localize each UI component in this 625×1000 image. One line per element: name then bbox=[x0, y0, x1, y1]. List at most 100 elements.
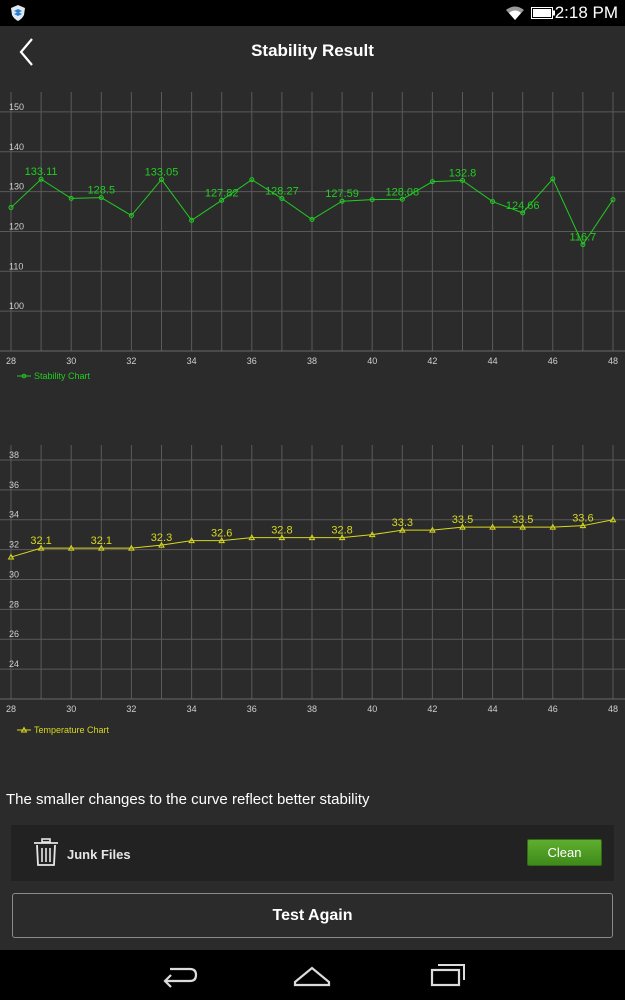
temperature-point bbox=[128, 544, 135, 551]
temperature-data-label: 32.6 bbox=[211, 528, 232, 540]
temperature-x-tick-label: 48 bbox=[608, 704, 618, 714]
stability-x-tick-label: 30 bbox=[66, 356, 76, 366]
junk-files-label: Junk Files bbox=[67, 847, 131, 862]
stability-x-tick-label: 42 bbox=[427, 356, 437, 366]
stability-point bbox=[8, 205, 14, 211]
stability-y-tick-label: 140 bbox=[9, 142, 24, 152]
temperature-point bbox=[368, 531, 376, 538]
temperature-legend: Temperature Chart bbox=[17, 725, 110, 735]
temperature-x-tick-label: 42 bbox=[427, 704, 437, 714]
temperature-data-label: 32.1 bbox=[30, 535, 51, 547]
temperature-point bbox=[218, 537, 226, 544]
nav-home-icon[interactable] bbox=[292, 962, 332, 988]
temperature-point bbox=[188, 537, 195, 544]
stability-data-label: 128.08 bbox=[385, 186, 419, 198]
temperature-x-tick-label: 34 bbox=[187, 704, 197, 714]
stability-grid bbox=[0, 92, 625, 352]
stability-x-tick-label: 38 bbox=[307, 356, 317, 366]
stability-point bbox=[249, 177, 255, 183]
back-chevron-icon[interactable] bbox=[12, 34, 44, 70]
temperature-legend-label: Temperature Chart bbox=[34, 725, 110, 735]
stability-data-label: 127.82 bbox=[205, 187, 239, 199]
stability-point bbox=[98, 195, 104, 201]
stability-point bbox=[128, 213, 134, 219]
temperature-data-label: 32.1 bbox=[91, 535, 112, 547]
temperature-x-tick-label: 30 bbox=[66, 704, 76, 714]
stability-point bbox=[399, 196, 405, 202]
stability-data-label: 127.59 bbox=[325, 188, 359, 200]
page-title: Stability Result bbox=[251, 41, 374, 60]
title-bar: Stability Result bbox=[0, 26, 625, 78]
temperature-point bbox=[37, 544, 45, 551]
nav-recents-icon[interactable] bbox=[428, 962, 468, 988]
temperature-point bbox=[549, 523, 557, 530]
stability-point bbox=[339, 198, 345, 204]
temperature-point bbox=[609, 516, 617, 523]
stability-point bbox=[38, 176, 44, 182]
temperature-point bbox=[67, 544, 75, 551]
status-time: 2:18 PM bbox=[554, 3, 618, 22]
stability-y-tick-label: 130 bbox=[9, 182, 24, 192]
temperature-data-label: 33.5 bbox=[452, 514, 473, 526]
temperature-point bbox=[158, 541, 165, 548]
stability-data-label: 128.5 bbox=[88, 185, 116, 197]
temperature-y-tick-label: 36 bbox=[9, 480, 19, 490]
stability-point bbox=[610, 197, 616, 203]
temperature-y-tick-label: 26 bbox=[9, 629, 19, 639]
temperature-point bbox=[429, 526, 436, 533]
stability-legend-label: Stability Chart bbox=[34, 371, 91, 381]
stability-x-tick-label: 34 bbox=[187, 356, 197, 366]
stability-x-tick-label: 48 bbox=[608, 356, 618, 366]
stability-data-label: 133.05 bbox=[145, 166, 179, 178]
clean-button[interactable]: Clean bbox=[527, 839, 602, 866]
temperature-grid bbox=[0, 445, 625, 700]
temperature-x-tick-label: 36 bbox=[247, 704, 257, 714]
stability-point bbox=[550, 176, 556, 182]
stability-x-tick-label: 46 bbox=[548, 356, 558, 366]
stability-y-tick-label: 120 bbox=[9, 221, 24, 231]
temperature-point bbox=[7, 553, 15, 560]
stability-x-tick-label: 40 bbox=[367, 356, 377, 366]
temperature-x-tick-labels: 28 30 32 34 36 38 40 42 44 46 48 bbox=[6, 704, 618, 714]
stability-point bbox=[369, 197, 375, 203]
wifi-icon bbox=[506, 6, 524, 20]
temperature-series: 32.1 32.1 32.3 32.6 32.8 32.8 33.3 33.5 33.5 33.6 bbox=[7, 513, 617, 560]
stability-point bbox=[490, 199, 496, 205]
temperature-y-tick-label: 30 bbox=[9, 569, 19, 579]
status-bar: 2:18 PM bbox=[0, 0, 625, 26]
temperature-line bbox=[10, 519, 614, 558]
stability-point bbox=[159, 176, 164, 182]
temperature-x-tick-label: 28 bbox=[6, 704, 16, 714]
stability-point bbox=[309, 217, 315, 223]
test-again-button[interactable]: Test Again bbox=[12, 893, 613, 938]
temperature-y-tick-label: 38 bbox=[9, 450, 19, 460]
temperature-x-tick-label: 32 bbox=[126, 704, 136, 714]
stability-data-label: 128.27 bbox=[265, 186, 299, 198]
temperature-point bbox=[459, 523, 466, 530]
stability-data-label: 132.8 bbox=[449, 167, 477, 179]
stability-point bbox=[460, 177, 465, 183]
stability-point bbox=[520, 210, 526, 216]
temperature-x-tick-label: 46 bbox=[548, 704, 558, 714]
battery-icon bbox=[531, 7, 555, 19]
temperature-x-tick-label: 38 bbox=[307, 704, 317, 714]
nav-back-icon[interactable] bbox=[160, 962, 200, 988]
stability-legend: Stability Chart bbox=[17, 371, 91, 381]
temperature-y-tick-label: 34 bbox=[9, 510, 19, 520]
temperature-point bbox=[278, 534, 286, 541]
temperature-data-label: 33.6 bbox=[572, 513, 593, 525]
temperature-x-tick-label: 44 bbox=[488, 704, 498, 714]
temperature-point bbox=[338, 534, 346, 541]
shield-app-icon bbox=[11, 5, 25, 21]
temperature-point bbox=[579, 522, 587, 529]
temperature-point bbox=[97, 544, 105, 551]
temperature-y-tick-label: 28 bbox=[9, 599, 19, 609]
temperature-data-label: 32.3 bbox=[151, 532, 172, 544]
temperature-y-tick-label: 32 bbox=[9, 540, 19, 550]
stability-point bbox=[219, 197, 225, 203]
navigation-bar bbox=[0, 950, 625, 1000]
stability-chart: 100 110 120 130 140 150 28 30 32 34 36 38 40 42 44 46 4… bbox=[0, 92, 625, 381]
stability-y-tick-label: 150 bbox=[9, 102, 24, 112]
temperature-data-label: 33.5 bbox=[512, 514, 533, 526]
temperature-point bbox=[519, 523, 527, 530]
